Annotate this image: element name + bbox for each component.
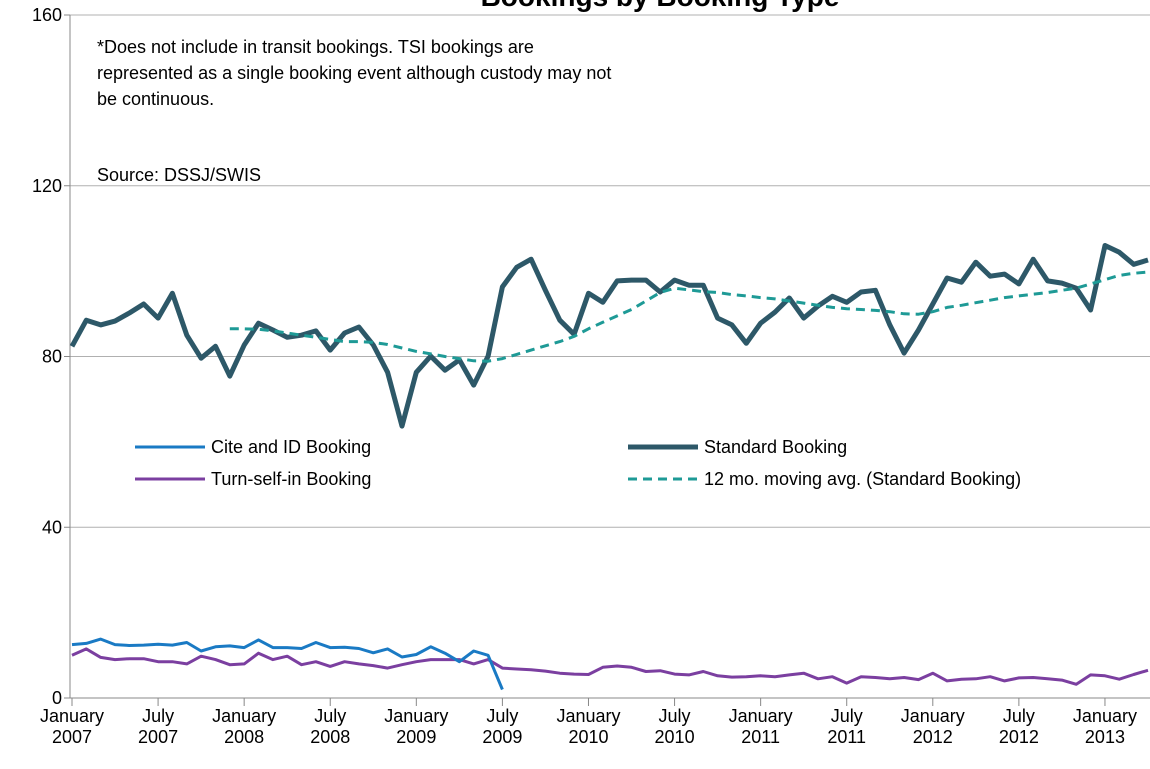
x-tick-label: 2012 [999,727,1039,747]
annotation: represented as a single booking event al… [97,63,611,83]
x-tick-label: July [831,706,863,726]
y-tick-label: 160 [32,5,62,25]
x-tick-label: July [1003,706,1035,726]
series-line [71,637,504,691]
x-tick-label: January [212,706,276,726]
annotation: Source: DSSJ/SWIS [97,165,261,185]
x-tick-label: 2007 [52,727,92,747]
series-line [229,270,1149,363]
x-tick-label: 2008 [310,727,350,747]
x-tick-label: 2013 [1085,727,1125,747]
y-tick-label: 40 [42,517,62,537]
y-tick-label: 0 [52,688,62,708]
chart-title: Bookings by Booking Type [481,0,840,12]
y-tick-label: 120 [32,176,62,196]
x-tick-label: 2009 [396,727,436,747]
series-line [69,243,1149,429]
x-tick-label: July [486,706,518,726]
y-tick-label: 80 [42,347,62,367]
x-tick-label: January [1073,706,1137,726]
x-tick-label: July [659,706,691,726]
x-tick-label: 2011 [827,727,866,747]
x-tick-label: January [729,706,793,726]
legend-label: Cite and ID Booking [211,437,371,457]
legend-label: 12 mo. moving avg. (Standard Booking) [704,469,1021,489]
annotation: be continuous. [97,89,214,109]
x-tick-label: 2008 [224,727,264,747]
x-tick-label: 2011 [741,727,780,747]
series-line [71,647,1149,686]
x-tick-label: January [556,706,620,726]
legend-label: Standard Booking [704,437,847,457]
x-tick-label: January [901,706,965,726]
x-tick-label: 2010 [568,727,608,747]
x-tick-label: 2012 [913,727,953,747]
x-tick-label: January [384,706,448,726]
legend-label: Turn-self-in Booking [211,469,371,489]
x-tick-label: 2007 [138,727,178,747]
annotation: *Does not include in transit bookings. T… [97,37,534,57]
x-tick-label: January [40,706,104,726]
x-tick-label: July [314,706,346,726]
x-tick-label: 2009 [482,727,522,747]
x-tick-label: 2010 [655,727,695,747]
x-tick-label: July [142,706,174,726]
